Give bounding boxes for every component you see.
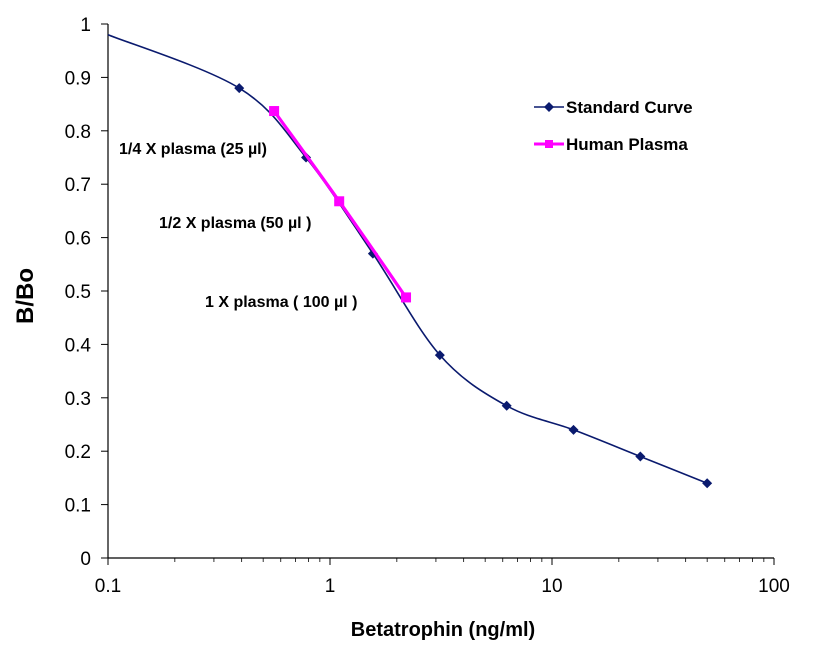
legend-marker-standard-curve [544, 102, 554, 112]
standard-curve-point [702, 478, 713, 489]
y-tick-label: 0.6 [65, 229, 91, 250]
annotations: 1/4 X plasma (25 µl) 1/2 X plasma (50 µl… [119, 141, 357, 311]
legend: Standard Curve Human Plasma [534, 98, 693, 154]
y-tick-label: 0.8 [65, 122, 91, 143]
x-axis-label: Betatrophin (ng/ml) [351, 619, 535, 641]
y-tick-label: 0.1 [65, 496, 91, 517]
y-tick-label: 0.3 [65, 389, 91, 410]
x-tick-label: 10 [541, 576, 562, 597]
standard-curve-point [501, 400, 512, 411]
y-tick-label: 0.7 [65, 175, 91, 196]
y-tick-label: 0.2 [65, 442, 91, 463]
y-tick-label: 0.5 [65, 282, 91, 303]
human-plasma-point [269, 106, 280, 117]
standard-curve-point [234, 83, 245, 94]
standard-curve-point [434, 350, 445, 361]
annotation-quarter-plasma: 1/4 X plasma (25 µl) [119, 141, 267, 158]
standard-curve-point [568, 424, 579, 435]
y-tick-labels: 0 0.1 0.2 0.3 0.4 0.5 0.6 0.7 0.8 0.9 1 [65, 15, 92, 570]
x-tick-labels: 0.1 1 10 100 [95, 576, 790, 597]
legend-marker-human-plasma [545, 140, 553, 148]
annotation-half-plasma: 1/2 X plasma (50 µl ) [159, 215, 311, 232]
annotation-full-plasma: 1 X plasma ( 100 µl ) [205, 294, 357, 311]
human-plasma-point [401, 292, 412, 303]
x-tick-label: 1 [325, 576, 336, 597]
x-tick-label: 0.1 [95, 576, 121, 597]
y-tick-label: 0 [80, 549, 91, 570]
standard-curve-point [635, 451, 646, 462]
x-tick-label: 100 [758, 576, 790, 597]
human-plasma-point [334, 196, 345, 207]
axes [101, 23, 775, 565]
y-axis-label: B/Bo [12, 268, 39, 324]
series-layer [107, 33, 713, 489]
standard-curve-line [107, 33, 708, 484]
y-tick-label: 0.9 [65, 68, 91, 89]
y-tick-label: 1 [80, 15, 91, 36]
legend-label-standard-curve: Standard Curve [566, 98, 693, 117]
y-tick-label: 0.4 [65, 335, 92, 356]
legend-label-human-plasma: Human Plasma [566, 135, 688, 154]
